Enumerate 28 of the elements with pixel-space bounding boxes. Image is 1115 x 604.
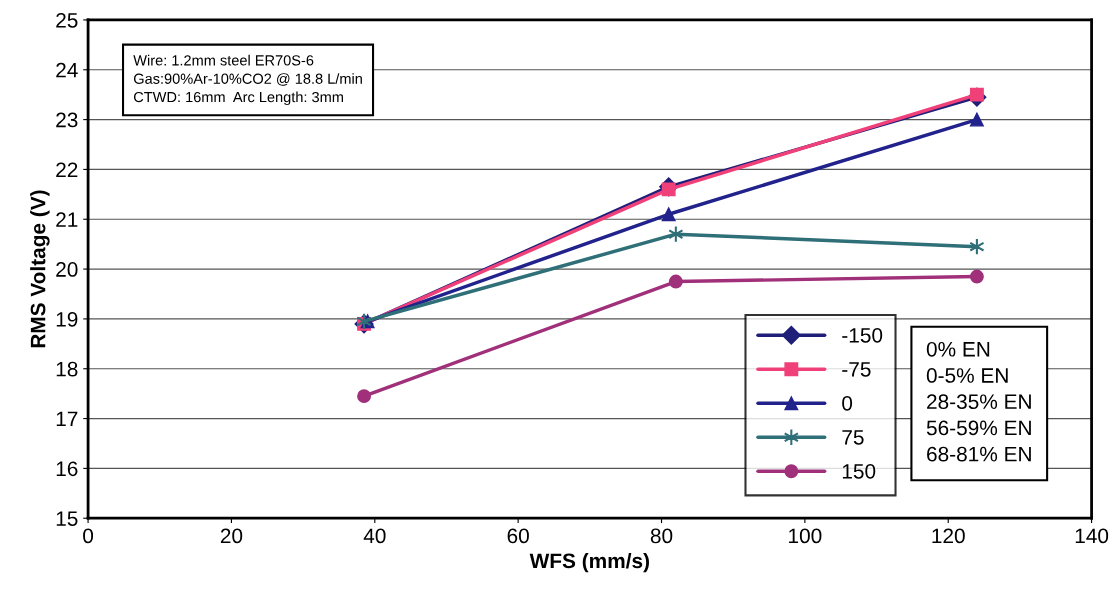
x-tick-label: 80 bbox=[650, 528, 673, 544]
annotation: 0% EN 0-5% EN 28-35% EN 56-59% EN 68-81% EN bbox=[926, 341, 1031, 462]
x-tick-label: 40 bbox=[363, 528, 386, 544]
y-tick-label: 23 bbox=[56, 112, 78, 128]
x-tick-label: 120 bbox=[932, 528, 965, 544]
x-tick-label: 0 bbox=[83, 528, 94, 544]
y-tick-label: 20 bbox=[56, 262, 78, 277]
y-tick-label: 18 bbox=[56, 361, 78, 377]
x-tick-label: 140 bbox=[1075, 528, 1109, 544]
legend-label: 0 bbox=[842, 395, 853, 411]
x-tick-label: 20 bbox=[220, 528, 243, 544]
x-tick-label: 60 bbox=[507, 528, 529, 544]
x-tick-label: 100 bbox=[789, 528, 822, 544]
y-tick-label: 25 bbox=[56, 12, 78, 28]
y-tick-label: 15 bbox=[56, 511, 78, 526]
legend-label: 75 bbox=[842, 430, 864, 445]
annotation: Wire: 1.2mm steel ER70S-6 Gas:90%Ar-10%CO2 @ 18.8 L/min CTWD: 16mm Arc Length: 3mm bbox=[133, 54, 362, 106]
y-axis-title: RMS Voltage (V) bbox=[30, 190, 50, 348]
y-tick-label: 16 bbox=[56, 461, 78, 477]
y-tick-label: 24 bbox=[56, 62, 78, 78]
y-tick-label: 22 bbox=[56, 162, 78, 177]
x-axis-title: WFS (mm/s) bbox=[529, 552, 649, 573]
y-tick-label: 21 bbox=[56, 212, 78, 227]
legend-label: -150 bbox=[842, 327, 883, 343]
y-tick-label: 19 bbox=[56, 311, 78, 327]
y-tick-label: 17 bbox=[56, 411, 78, 427]
legend-label: -75 bbox=[842, 362, 871, 377]
legend-label: 150 bbox=[842, 463, 876, 479]
